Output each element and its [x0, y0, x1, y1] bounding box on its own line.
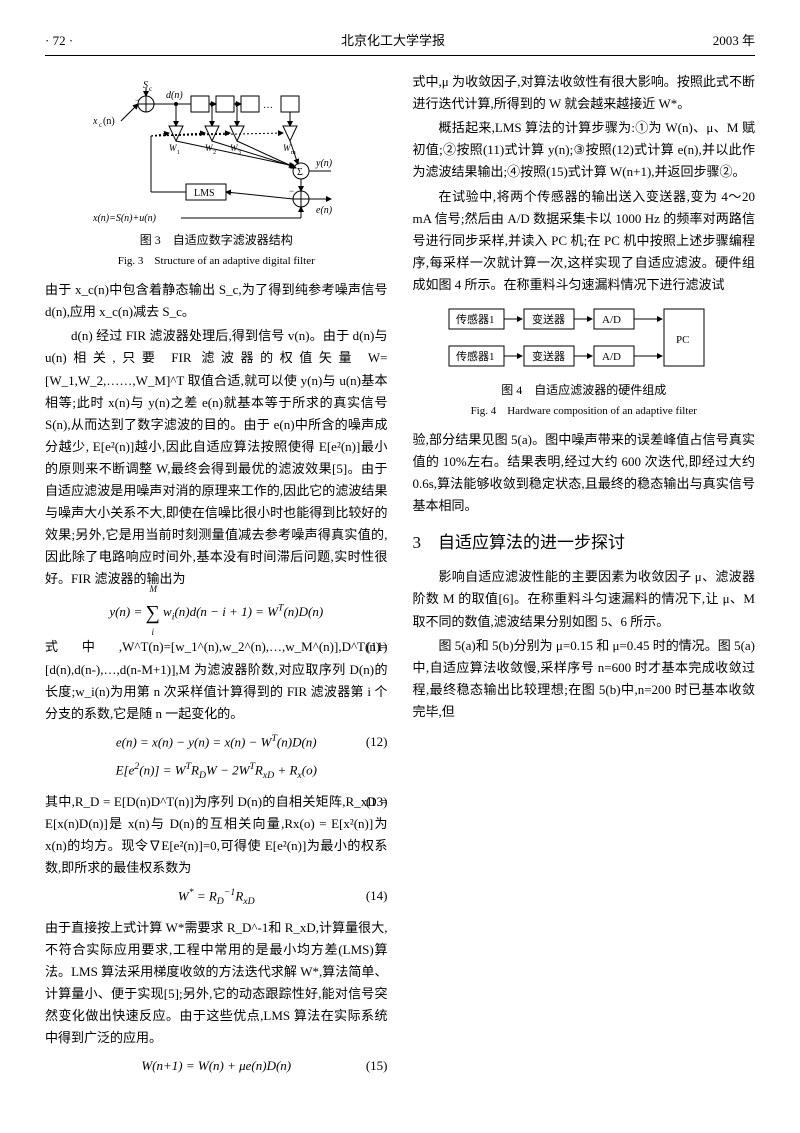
svg-text:d(n): d(n): [166, 90, 183, 101]
fig3-diagram: Sc − xc(n) d(n) …: [91, 76, 341, 226]
para-8: 在试验中,将两个传感器的输出送入变送器,变为 4～20 mA 信号;然后由 A/…: [413, 186, 756, 296]
para-1: 由于 x_c(n)中包含着静态输出 S_c,为了得到纯参考噪声信号 d(n),应…: [45, 279, 388, 323]
svg-text:e(n): e(n): [316, 205, 333, 216]
svg-text:传感器1: 传感器1: [456, 313, 495, 326]
equation-12: e(n) = x(n) − y(n) = x(n) − WT(n)D(n) (1…: [45, 731, 388, 753]
para-6: 式中,μ 为收敛因子,对算法收敛性有很大影响。按照此式不断进行迭代计算,所得到的…: [413, 71, 756, 115]
svg-text:c: c: [149, 85, 152, 93]
year: 2003 年: [713, 30, 755, 52]
para-7: 概括起来,LMS 算法的计算步骤为:①为 W(n)、μ、M 赋初值;②按照(11…: [413, 117, 756, 183]
page-header: · 72 · 北京化工大学学报 2003 年: [45, 30, 755, 56]
svg-text:Σ: Σ: [297, 167, 303, 178]
page-number: · 72 ·: [45, 30, 73, 52]
svg-text:x(n)=S(n)+u(n): x(n)=S(n)+u(n): [92, 213, 157, 224]
main-content: Sc − xc(n) d(n) …: [45, 71, 755, 1091]
fig4-caption-en: Fig. 4 Hardware composition of an adapti…: [413, 402, 756, 421]
svg-text:LMS: LMS: [194, 188, 215, 199]
svg-text:…: …: [263, 100, 273, 111]
equation-15: W(n+1) = W(n) + μe(n)D(n) (15): [45, 1055, 388, 1077]
fig3-caption-en: Fig. 3 Structure of an adaptive digital …: [45, 252, 388, 271]
svg-text:变送器: 变送器: [532, 349, 565, 363]
svg-text:(n): (n): [103, 116, 115, 127]
fig3-caption-cn: 图 3 自适应数字滤波器结构: [45, 230, 388, 250]
section-3-title: 3 自适应算法的进一步探讨: [413, 529, 756, 558]
svg-text:PC: PC: [676, 334, 689, 346]
svg-text:A/D: A/D: [602, 351, 621, 363]
fig4-diagram: 传感器1 变送器 A/D 传感器1 变送器 A/D PC: [444, 301, 724, 376]
figure-4: 传感器1 变送器 A/D 传感器1 变送器 A/D PC 图 4 自适应滤波器的…: [413, 301, 756, 421]
para-10: 影响自适应滤波性能的主要因素为收敛因子 μ、滤波器阶数 M 的取值[6]。在称重…: [413, 566, 756, 632]
svg-text:A/D: A/D: [602, 314, 621, 326]
svg-text:y(n): y(n): [315, 158, 333, 169]
para-5: 由于直接按上式计算 W*需要求 R_D^-1和 R_xD,计算量很大,不符合实际…: [45, 917, 388, 1050]
svg-text:传感器1: 传感器1: [456, 350, 495, 363]
equation-13: E[e2(n)] = WTRDW − 2WTRxD + Rx(o): [45, 759, 388, 784]
para-9: 验,部分结果见图 5(a)。图中噪声带来的误差峰值占信号真实值的 10%左右。结…: [413, 429, 756, 517]
para-3: 式中,W^T(n)=[w_1^(n),w_2^(n),…,w_M^(n)],D^…: [45, 636, 388, 724]
journal-name: 北京化工大学学报: [341, 30, 445, 52]
svg-text:2: 2: [213, 150, 216, 156]
svg-text:−: −: [135, 95, 140, 105]
svg-text:c: c: [99, 121, 102, 129]
svg-text:−: −: [289, 186, 294, 196]
para-2: d(n) 经过 FIR 滤波器处理后,得到信号 v(n)。由于 d(n)与 u(…: [45, 325, 388, 590]
equation-14: W* = RD−1RxD (14): [45, 885, 388, 910]
equation-11: y(n) = M∑i wi(n)d(n − i + 1) = WT(n)D(n): [45, 596, 388, 630]
para-11: 图 5(a)和 5(b)分别为 μ=0.15 和 μ=0.45 时的情况。图 5…: [413, 635, 756, 723]
svg-text:1: 1: [177, 150, 180, 156]
para-4: 其中,R_D = E[D(n)D^T(n)]为序列 D(n)的自相关矩阵,R_x…: [45, 791, 388, 879]
svg-text:x: x: [92, 116, 98, 127]
svg-text:变送器: 变送器: [532, 312, 565, 326]
fig4-caption-cn: 图 4 自适应滤波器的硬件组成: [413, 380, 756, 400]
figure-3: Sc − xc(n) d(n) …: [45, 76, 388, 271]
